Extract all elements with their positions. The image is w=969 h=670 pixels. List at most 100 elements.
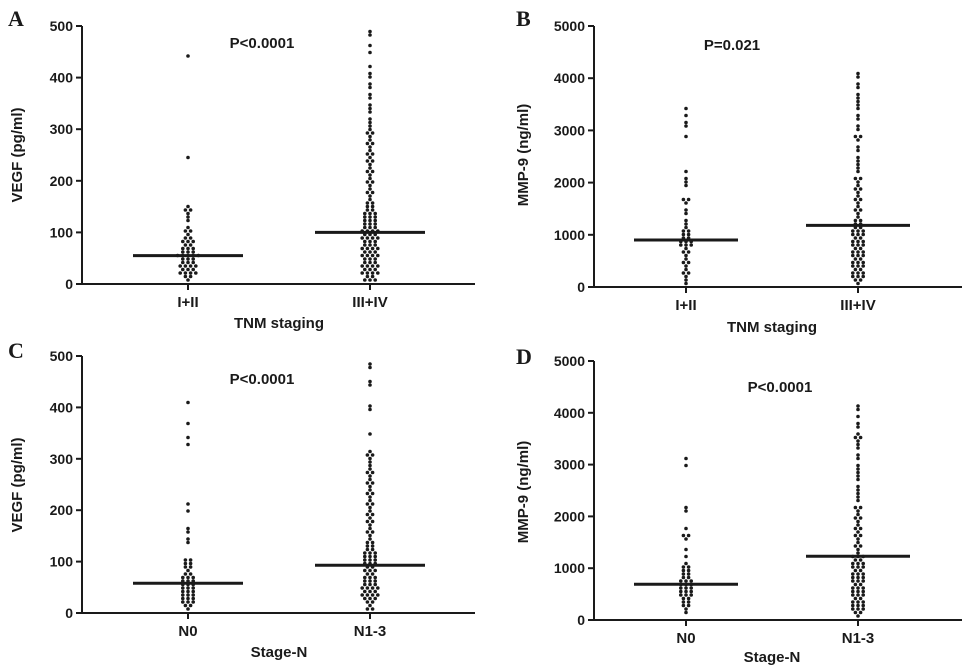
data-point (684, 124, 688, 128)
data-point (186, 575, 190, 580)
data-point (191, 575, 195, 580)
data-point (365, 586, 370, 590)
data-point (186, 435, 190, 440)
y-tick-label: 200 (50, 173, 74, 189)
data-point (856, 547, 860, 552)
data-point (191, 250, 195, 254)
data-point (191, 246, 195, 251)
data-point (684, 274, 688, 279)
data-point (851, 271, 855, 275)
data-point (861, 586, 865, 590)
y-tick-label: 5000 (554, 353, 585, 369)
data-point (370, 208, 375, 212)
y-tick-label: 300 (50, 451, 74, 467)
data-point (373, 579, 378, 583)
data-point (856, 540, 860, 545)
data-point (856, 456, 860, 461)
data-point (858, 533, 863, 538)
data-point (181, 589, 185, 594)
data-point (686, 250, 691, 254)
data-point (858, 246, 863, 251)
data-point (856, 229, 860, 233)
y-axis-label: MMP-9 (ng/ml) (515, 104, 532, 207)
data-point (856, 138, 860, 142)
chart-panel-a: A 0 100 200 300 400 500 VEGF (pg/ml) I+II III+IV T… (8, 6, 475, 332)
data-point (186, 239, 190, 244)
data-point (684, 281, 688, 286)
data-point (853, 582, 858, 587)
data-point (368, 379, 372, 384)
data-point (181, 600, 185, 604)
data-point (861, 600, 865, 604)
data-point (368, 383, 372, 387)
data-point (679, 593, 683, 597)
x-axis-label: Stage-N (251, 644, 308, 661)
data-point (368, 85, 372, 90)
data-point (853, 246, 858, 251)
data-point (858, 236, 863, 240)
data-point (183, 236, 188, 240)
data-point (851, 274, 855, 279)
data-point (183, 243, 188, 247)
data-point (186, 267, 190, 272)
data-point (684, 176, 688, 181)
y-tick-label: 1000 (554, 560, 585, 576)
data-point (853, 526, 858, 531)
data-point (861, 565, 865, 569)
data-point (365, 530, 370, 534)
data-point (365, 481, 370, 485)
data-point (368, 432, 372, 436)
data-point (370, 481, 375, 485)
data-point (178, 271, 182, 275)
data-point (856, 530, 860, 534)
data-point (684, 106, 688, 111)
data-point (368, 558, 372, 562)
y-tick-label: 5000 (554, 18, 585, 34)
data-point (373, 211, 378, 216)
data-point (370, 180, 375, 184)
data-point (851, 589, 855, 594)
data-point (186, 502, 190, 506)
data-point (684, 547, 688, 552)
data-point (370, 141, 375, 146)
data-point (186, 260, 190, 265)
data-point (360, 264, 365, 268)
data-point (856, 117, 860, 121)
data-point (368, 155, 372, 160)
data-point (370, 152, 375, 156)
data-point (368, 110, 372, 114)
data-point (851, 607, 855, 611)
data-point (368, 127, 372, 132)
data-point (183, 264, 188, 268)
data-point (191, 260, 195, 265)
data-point (856, 477, 860, 482)
data-point (856, 85, 860, 90)
data-point (681, 596, 686, 601)
data-point (186, 211, 190, 216)
data-point (191, 257, 195, 261)
data-point (861, 239, 865, 244)
data-point (365, 572, 370, 576)
data-point (368, 495, 372, 499)
data-point (684, 246, 688, 251)
data-point (365, 190, 370, 195)
data-point (853, 208, 858, 212)
data-point (856, 512, 860, 517)
data-point (373, 225, 378, 230)
data-point (370, 169, 375, 174)
data-point (365, 274, 370, 279)
data-point (368, 71, 372, 76)
data-point (373, 551, 378, 555)
data-point (365, 540, 370, 545)
data-point (684, 607, 688, 611)
data-point (186, 155, 190, 160)
data-point (861, 253, 865, 258)
data-point (183, 561, 188, 566)
data-point (681, 572, 686, 576)
y-axis-label: VEGF (pg/ml) (9, 108, 26, 203)
data-point (373, 260, 378, 265)
data-point (188, 243, 193, 247)
data-point (360, 271, 365, 275)
data-point (368, 187, 372, 191)
data-point (370, 253, 375, 258)
